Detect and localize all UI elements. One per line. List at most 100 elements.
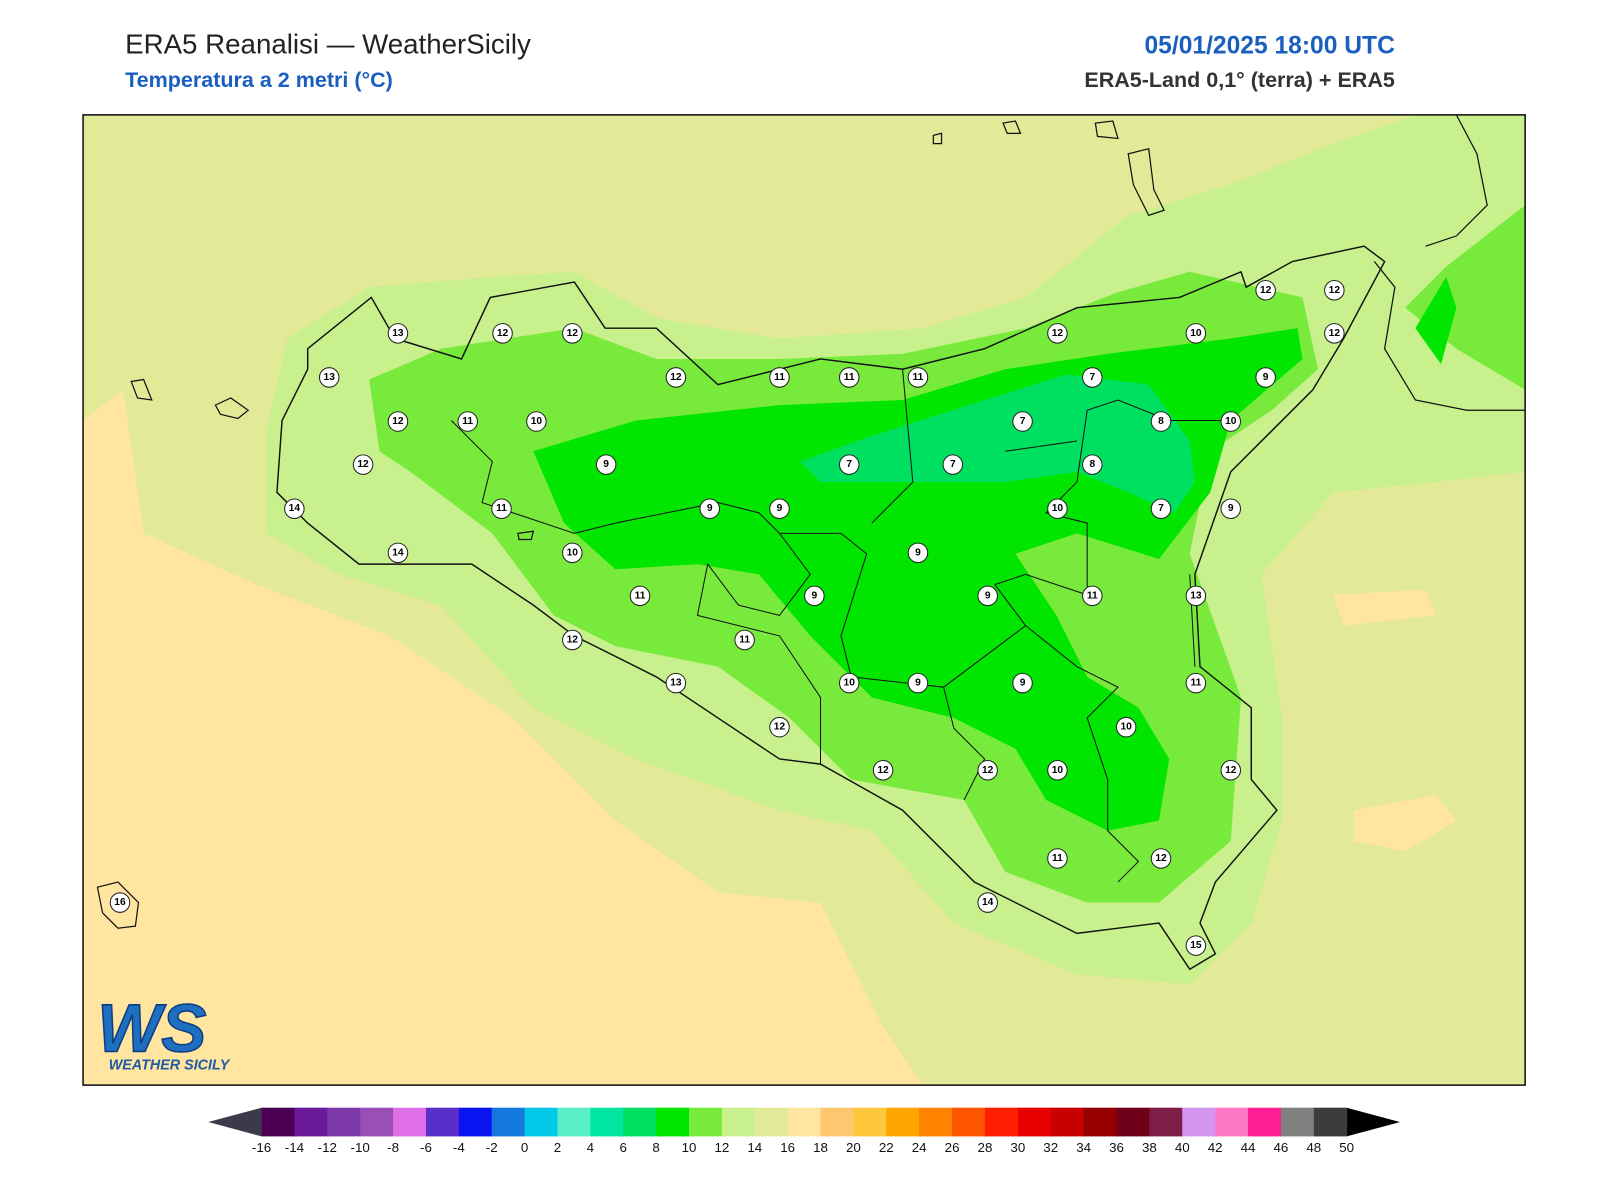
station-value: 12 bbox=[1260, 285, 1272, 296]
station-value: 13 bbox=[1190, 590, 1202, 601]
station-value: 11 bbox=[844, 372, 855, 383]
station-marker bbox=[769, 498, 790, 519]
station: 11 bbox=[907, 367, 929, 388]
station-value: 12 bbox=[1052, 328, 1064, 339]
colorbar-swatch bbox=[458, 1107, 493, 1137]
colorbar: -16 -14 -12 -10 -8 -6 -4 -2 0 2 4 6 8 10 12 14 16 18 20 22 2… bbox=[208, 1107, 1400, 1155]
station-value: 12 bbox=[1329, 285, 1341, 296]
colorbar-swatch bbox=[557, 1107, 591, 1137]
colorbar-swatch bbox=[1116, 1107, 1150, 1137]
station-value: 12 bbox=[392, 416, 404, 427]
station-marker bbox=[1012, 411, 1033, 432]
station-value: 10 bbox=[567, 547, 579, 558]
station-marker bbox=[1012, 672, 1033, 694]
station: 11 bbox=[1082, 585, 1103, 607]
colorbar-swatch bbox=[919, 1107, 953, 1137]
station: 10 bbox=[1220, 411, 1242, 432]
colorbar-tick-label: 14 bbox=[747, 1140, 762, 1155]
station-marker bbox=[665, 367, 687, 388]
station-value: 12 bbox=[1329, 328, 1341, 339]
station-value: 15 bbox=[1190, 940, 1202, 951]
station-marker bbox=[491, 498, 512, 519]
colorbar-swatch bbox=[1149, 1107, 1183, 1137]
station-marker bbox=[907, 672, 929, 694]
colorbar-swatch bbox=[1313, 1107, 1348, 1137]
station-value: 11 bbox=[913, 372, 924, 383]
colorbar-tick-label: -14 bbox=[285, 1140, 305, 1155]
station-value: 10 bbox=[1225, 416, 1237, 427]
station-marker bbox=[977, 585, 998, 607]
station-marker bbox=[387, 411, 409, 432]
station-value: 11 bbox=[496, 503, 507, 514]
station: 12 bbox=[492, 323, 513, 344]
station-marker bbox=[1220, 759, 1242, 781]
colorbar-tick-label: 0 bbox=[521, 1140, 528, 1155]
colorbar-tick-label: -2 bbox=[486, 1140, 498, 1155]
colorbar-tick-label: 50 bbox=[1339, 1140, 1354, 1155]
station: 9 bbox=[907, 672, 929, 694]
station-value: 9 bbox=[777, 503, 783, 514]
station-value: 9 bbox=[1263, 372, 1269, 383]
colorbar-swatch bbox=[261, 1107, 295, 1137]
station-value: 7 bbox=[1158, 503, 1164, 514]
station: 12 bbox=[872, 759, 894, 781]
station: 16 bbox=[109, 892, 131, 913]
colorbar-swatch bbox=[491, 1107, 526, 1137]
station: 9 bbox=[1012, 672, 1033, 694]
station: 8 bbox=[1150, 411, 1172, 432]
station: 9 bbox=[804, 585, 825, 607]
station: 14 bbox=[284, 498, 305, 519]
station-value: 12 bbox=[497, 328, 509, 339]
station-marker bbox=[595, 454, 617, 475]
title: ERA5 Reanalisi — WeatherSicily bbox=[125, 28, 531, 59]
station-marker bbox=[1185, 323, 1207, 344]
station-marker bbox=[1150, 848, 1172, 869]
station-marker bbox=[318, 367, 340, 388]
station: 11 bbox=[1047, 848, 1068, 869]
colorbar-tick-label: 36 bbox=[1109, 1140, 1124, 1155]
station-value: 14 bbox=[982, 897, 994, 908]
map-frame bbox=[82, 114, 1526, 1086]
station: 12 bbox=[977, 759, 998, 781]
station: 13 bbox=[1185, 585, 1207, 607]
station-marker bbox=[562, 629, 583, 651]
station-marker bbox=[907, 542, 929, 564]
colorbar-swatch bbox=[754, 1107, 789, 1137]
station: 13 bbox=[387, 323, 409, 344]
colorbar-tick-label: 40 bbox=[1175, 1140, 1190, 1155]
colorbar-tick-label: 24 bbox=[912, 1140, 927, 1155]
source: ERA5-Land 0,1° (terra) + ERA5 bbox=[1084, 68, 1395, 92]
logo: WS WEATHER SICILY bbox=[97, 991, 231, 1074]
station: 7 bbox=[942, 454, 964, 475]
station: 12 bbox=[387, 411, 409, 432]
colorbar-swatch bbox=[623, 1107, 657, 1137]
colorbar-swatch bbox=[787, 1107, 822, 1137]
colorbar-swatch bbox=[689, 1107, 723, 1137]
station-marker bbox=[769, 716, 790, 738]
station-marker bbox=[872, 759, 894, 781]
station-value: 9 bbox=[707, 503, 713, 514]
station-value: 13 bbox=[670, 678, 682, 689]
station: 7 bbox=[838, 454, 860, 475]
colorbar-over bbox=[1346, 1107, 1400, 1137]
colorbar-tick-label: 38 bbox=[1142, 1140, 1157, 1155]
temperature-field bbox=[83, 114, 1526, 1086]
station-marker bbox=[1150, 498, 1172, 519]
station: 10 bbox=[1185, 323, 1207, 344]
colorbar-tick-label: -6 bbox=[420, 1140, 432, 1155]
colorbar-tick-label: -4 bbox=[453, 1140, 465, 1155]
station: 12 bbox=[1220, 759, 1242, 781]
station-value: 11 bbox=[1087, 590, 1098, 601]
colorbar-swatch bbox=[984, 1107, 1019, 1137]
station-marker bbox=[1324, 323, 1345, 344]
station-value: 11 bbox=[739, 635, 750, 646]
station-value: 9 bbox=[915, 547, 921, 558]
colorbar-swatch bbox=[590, 1107, 624, 1137]
station-marker bbox=[1150, 411, 1172, 432]
station: 12 bbox=[1255, 279, 1276, 301]
station: 12 bbox=[1150, 848, 1172, 869]
station-marker bbox=[1220, 498, 1242, 519]
station-value: 13 bbox=[324, 372, 336, 383]
station-value: 12 bbox=[982, 765, 994, 776]
